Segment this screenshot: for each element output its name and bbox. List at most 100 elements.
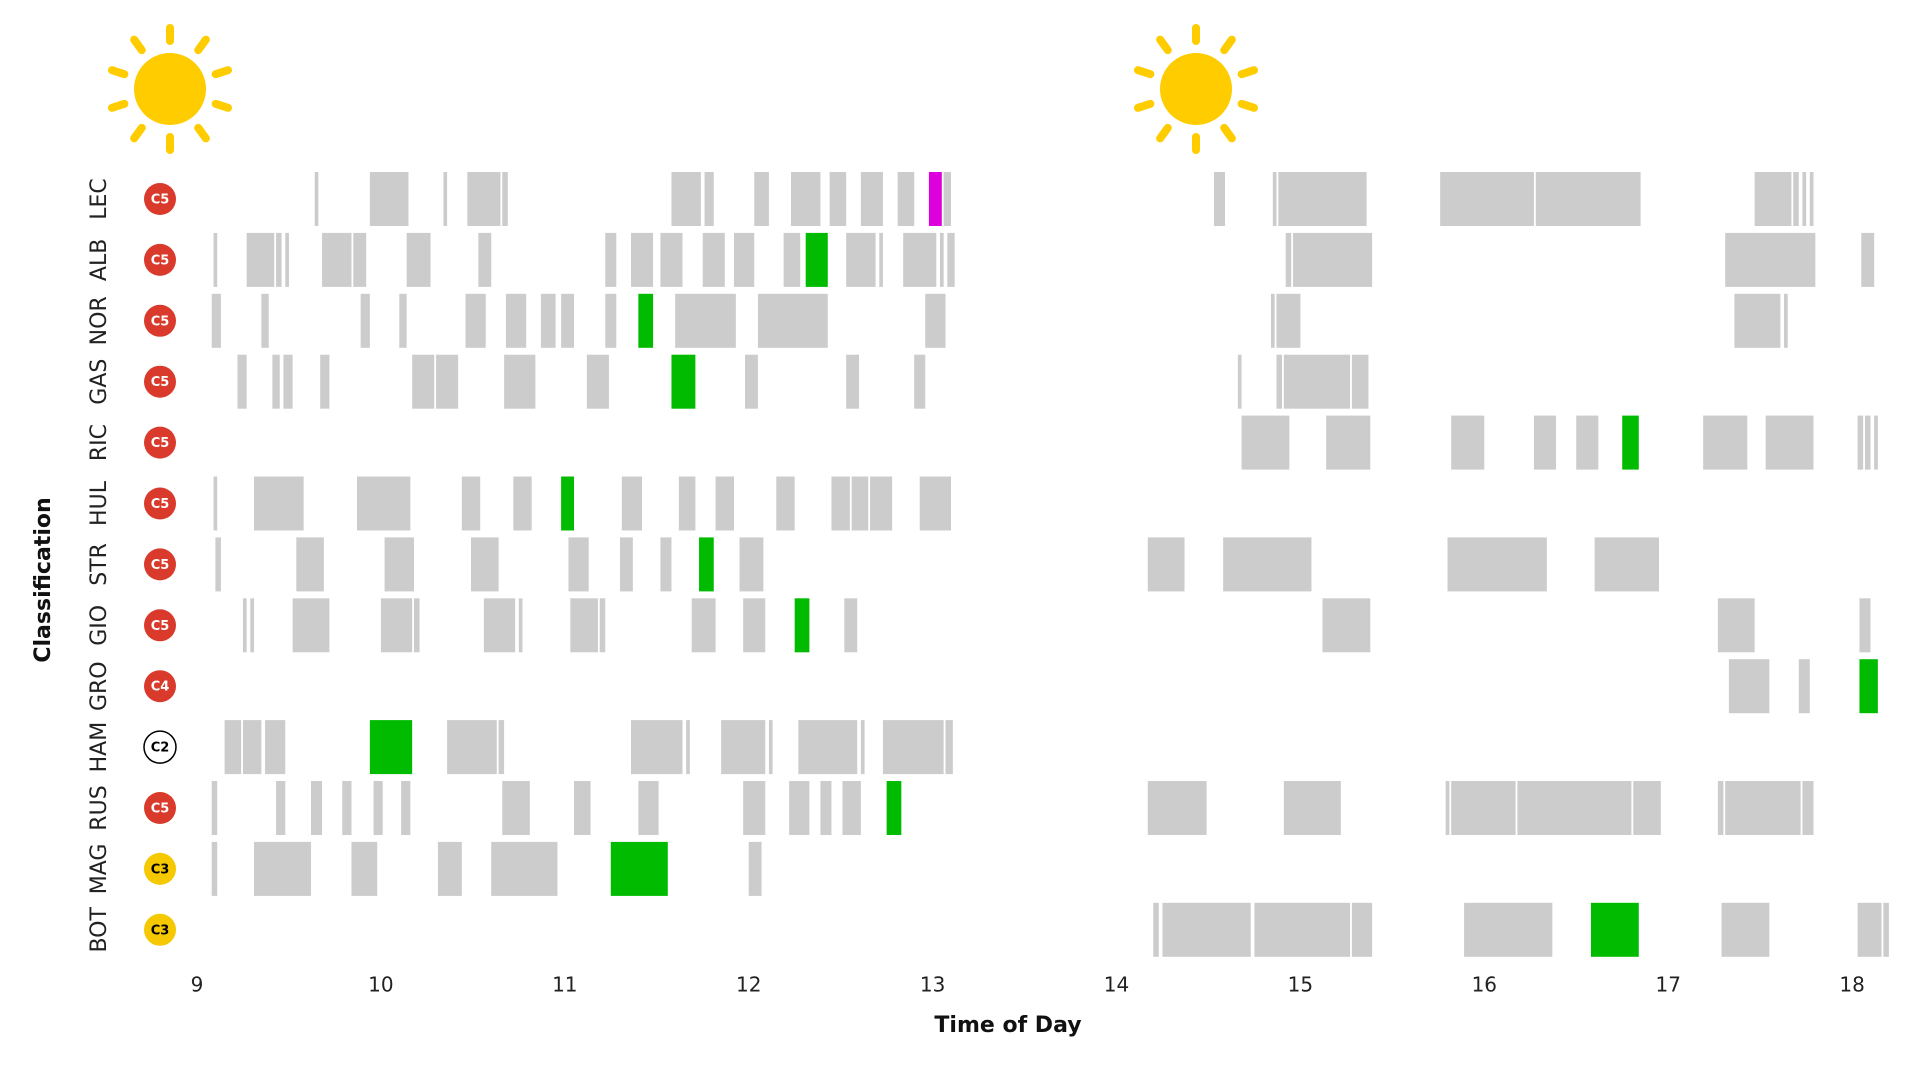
compound-badge [144,670,176,703]
run-segment [360,293,370,348]
best-run [886,781,902,835]
run-segment [789,781,810,835]
run-segment [947,232,955,287]
run-segment [702,232,725,287]
x-tick-label: 12 [736,973,761,997]
run-segment [414,598,420,653]
run-segment [768,720,773,775]
best-run [1622,415,1639,470]
run-segment [461,476,481,531]
sun-ray [107,99,129,112]
run-segment [1802,781,1814,835]
run-segment [322,232,352,287]
run-segment [1864,415,1871,470]
run-segment [842,781,861,835]
run-segment [733,232,755,287]
run-segment [860,720,865,775]
run-segment [943,172,951,226]
best-run [610,841,668,896]
run-segment [1725,781,1801,835]
run-segment [211,841,218,896]
driver-label: GRO [87,661,112,711]
run-segment [903,232,937,287]
best-run [794,598,810,653]
run-segment [1809,172,1814,226]
run-segment [846,232,876,287]
run-segment [829,172,847,226]
best-run [1590,902,1639,957]
x-axis-label: Time of Day [934,1013,1081,1038]
sun-ray [194,35,210,55]
sun-ray [130,123,146,143]
run-segment [1445,781,1450,835]
sun-ray [1220,35,1236,55]
run-segment [1594,537,1660,592]
compound-label: C5 [151,375,170,390]
run-segment [1798,659,1810,714]
run-segment [846,354,860,409]
run-segment [224,720,242,775]
run-segment [631,720,683,775]
compound-label: C3 [151,862,170,877]
run-segment [491,841,558,896]
x-tick-label: 9 [191,973,204,997]
compound-badge [144,792,176,824]
driver-label: GAS [87,359,112,405]
driver-label: MAG [87,844,112,895]
x-tick-label: 14 [1104,973,1129,997]
sun-ray [211,99,233,112]
run-segment [213,232,218,287]
run-segment [242,720,262,775]
run-segment [401,781,411,835]
run-segment [272,354,280,409]
compound-label: C5 [151,253,170,268]
run-segment [399,293,407,348]
run-segment [1802,172,1807,226]
sun-ray [211,66,233,79]
run-segment [621,476,643,531]
run-segment [498,720,505,775]
run-segment [1633,781,1661,835]
run-segment [1793,172,1799,226]
run-segment [246,232,275,287]
run-segment [851,476,869,531]
compound-label: C5 [151,314,170,329]
run-segment [1326,415,1371,470]
run-segment [599,598,606,653]
run-segment [619,537,633,592]
sun-ray [130,35,146,55]
run-segment [1517,781,1632,835]
run-segment [586,354,609,409]
compound-badge [144,913,176,946]
run-segment [406,232,431,287]
run-segment [745,354,758,409]
compound-badge [144,365,176,398]
run-segment [254,476,304,531]
run-segment [743,598,766,653]
compound-label: C5 [151,497,170,512]
run-segment [1293,232,1373,287]
run-segment [505,293,527,348]
driver-label: ALB [87,239,112,281]
best-run [638,293,654,348]
run-segment [1254,902,1351,957]
best-run [805,232,828,287]
run-segment [237,354,247,409]
run-segment [351,841,378,896]
run-segment [471,537,499,592]
run-segment [844,598,858,653]
sun [1160,53,1232,125]
run-segment [1351,354,1369,409]
run-segment [314,172,319,226]
run-segment [213,476,218,531]
run-segment [605,293,617,348]
x-tick-label: 18 [1839,973,1864,997]
sun-ray [1156,123,1172,143]
run-segment [1278,172,1367,226]
best-run [928,172,942,226]
run-segment [882,720,944,775]
run-segment [447,720,497,775]
run-segment [678,476,696,531]
x-tick-label: 13 [920,973,945,997]
